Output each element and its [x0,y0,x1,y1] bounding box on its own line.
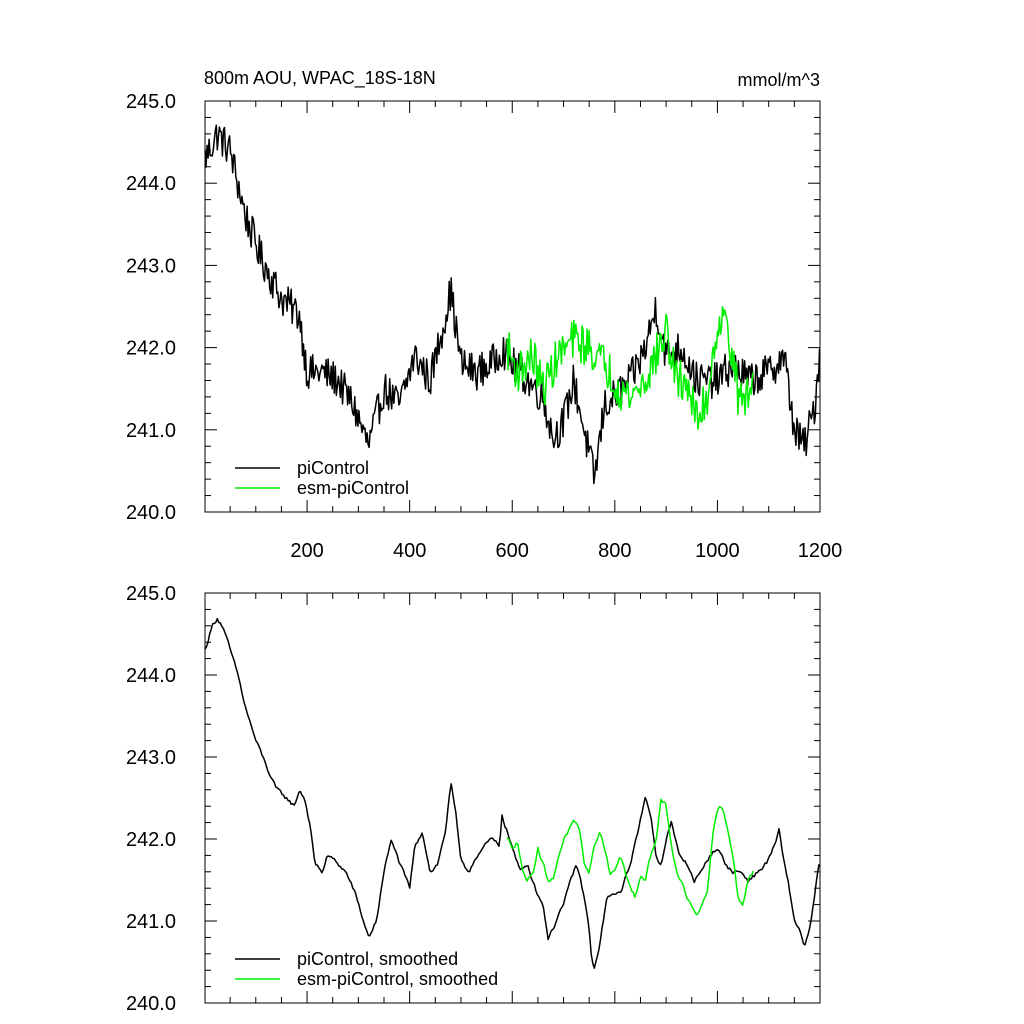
axis-ticks [205,592,821,1004]
bottom-panel: 240.0 241.0 242.0 243.0 244.0 245.0 piControl… [126,583,821,1015]
x-tick-label: 600 [496,540,529,562]
series-lines [204,124,821,485]
series-line-picontrol-smoothed [204,617,820,969]
y-tick-label: 241.0 [126,911,176,933]
axis-ticks [205,100,821,513]
x-tick-label: 200 [290,540,323,562]
series-line-picontrol [204,124,821,485]
chart-title: 800m AOU, WPAC_18S-18N [204,68,436,89]
legend-label: esm-piControl, smoothed [297,969,498,989]
y-tick-label: 242.0 [126,829,176,851]
top-panel: 800m AOU, WPAC_18S-18N mmol/m^3 240.0 241… [126,68,842,562]
y-tick-label: 245.0 [126,583,176,605]
legend-label: piControl [297,458,369,478]
y-tick-label: 244.0 [126,173,176,195]
y-tick-label: 240.0 [126,502,176,524]
x-tick-label: 1000 [695,540,740,562]
y-tick-labels: 240.0 241.0 242.0 243.0 244.0 245.0 [126,583,176,1015]
legend-label: esm-piControl [297,478,409,498]
x-tick-label: 400 [393,540,426,562]
y-tick-label: 240.0 [126,993,176,1015]
y-tick-labels: 240.0 241.0 242.0 243.0 244.0 245.0 [126,91,176,524]
x-tick-label: 800 [598,540,631,562]
series-line-esm-picontrol-smoothed [506,798,755,916]
x-tick-labels: 200 400 600 800 1000 1200 [290,540,842,562]
y-tick-label: 243.0 [126,747,176,769]
legend-label: piControl, smoothed [297,949,458,969]
y-tick-label: 243.0 [126,255,176,277]
y-tick-label: 244.0 [126,665,176,687]
plot-frame [204,100,821,513]
series-line-esm-picontrol [506,306,755,430]
y-tick-label: 242.0 [126,338,176,360]
units-label: mmol/m^3 [738,70,820,90]
series-lines [204,617,820,969]
x-tick-label: 1200 [798,540,843,562]
plot-frame [204,592,821,1004]
y-tick-label: 245.0 [126,91,176,113]
y-tick-label: 241.0 [126,420,176,442]
